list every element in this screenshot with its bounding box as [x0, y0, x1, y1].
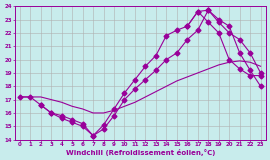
X-axis label: Windchill (Refroidissement éolien,°C): Windchill (Refroidissement éolien,°C): [66, 149, 215, 156]
